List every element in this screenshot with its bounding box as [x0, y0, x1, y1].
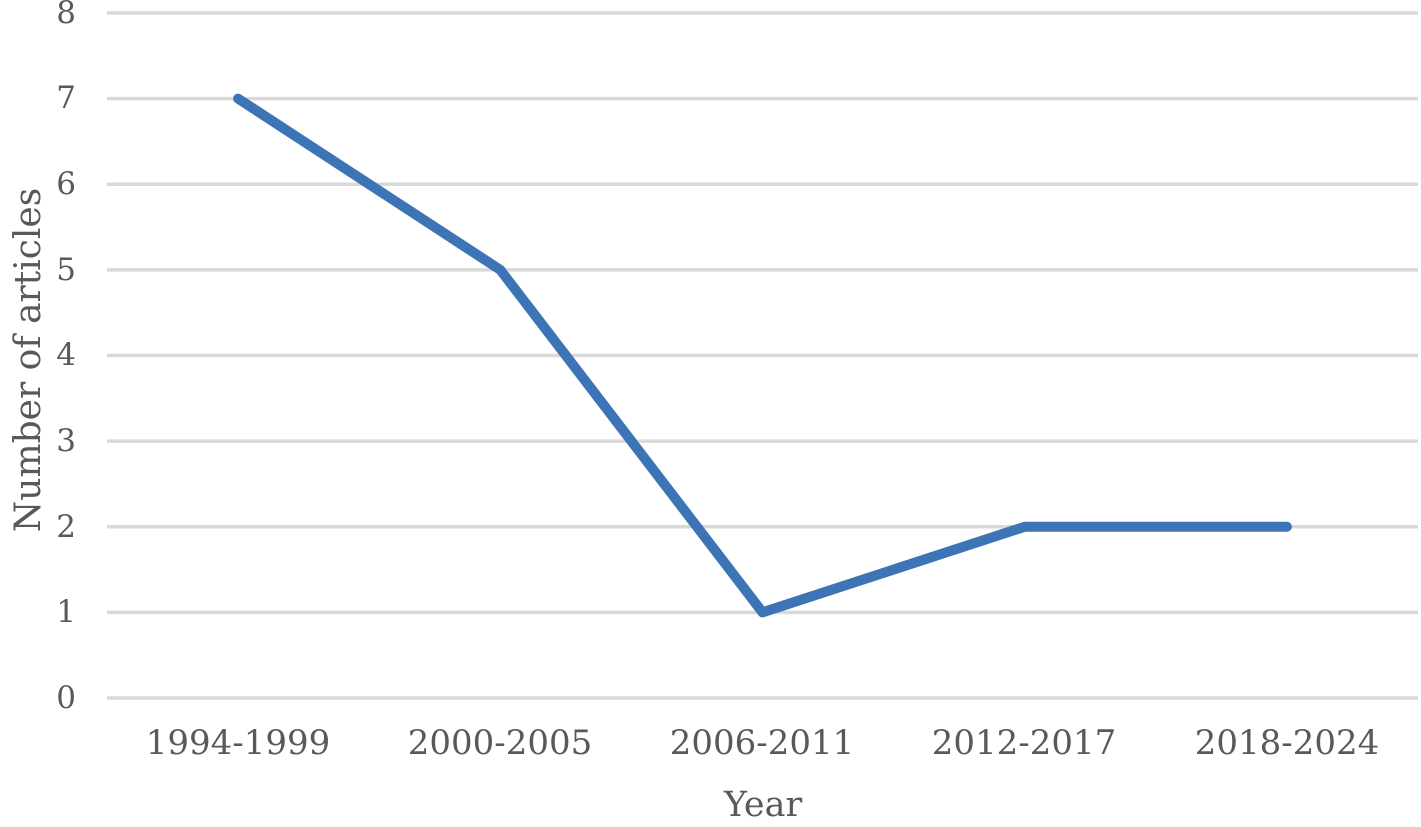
x-tick-1994-1999: 1994-1999 [145, 723, 331, 763]
y-tick-0: 0 [56, 680, 76, 716]
x-tick-2012-2017: 2012-2017 [931, 723, 1117, 763]
y-tick-7: 7 [56, 80, 76, 116]
y-axis-title: Number of articles [8, 188, 49, 532]
x-tick-2006-2011: 2006-2011 [669, 723, 855, 763]
data-line [233, 93, 1292, 618]
x-tick-2000-2005: 2000-2005 [407, 723, 593, 763]
y-tick-1: 1 [56, 594, 76, 630]
y-tick-4: 4 [56, 337, 76, 373]
gridlines-group [107, 11, 1418, 700]
y-tick-6: 6 [56, 166, 76, 202]
x-axis-title: Year [723, 785, 803, 825]
x-tick-2018-2024: 2018-2024 [1194, 723, 1380, 763]
series-group [233, 93, 1292, 618]
y-tick-2: 2 [56, 509, 76, 545]
y-tick-8: 8 [56, 0, 76, 31]
y-tick-5: 5 [56, 252, 76, 288]
y-tick-3: 3 [56, 423, 76, 459]
